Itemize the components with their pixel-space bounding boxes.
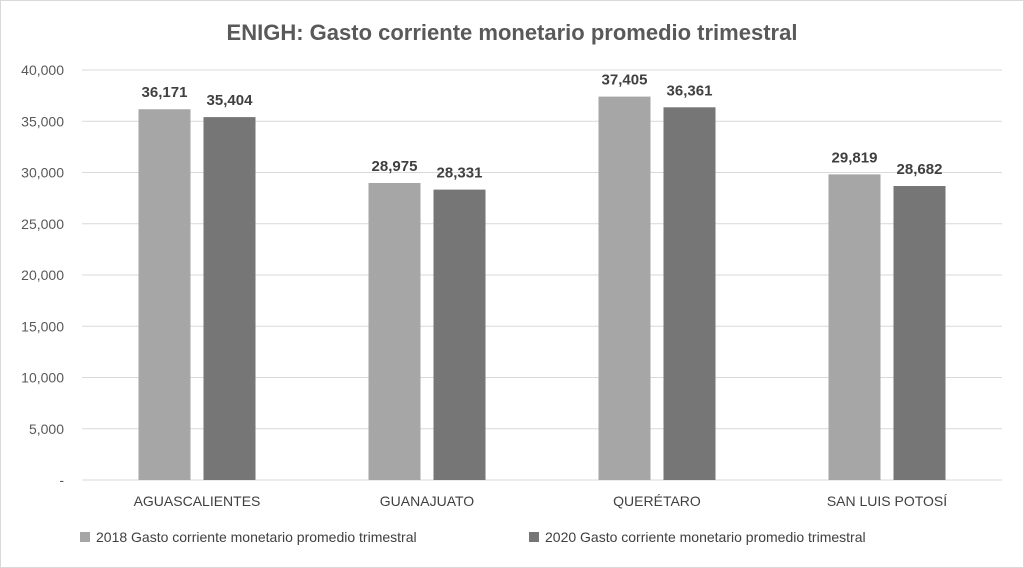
x-axis-categories: AGUASCALIENTES GUANAJUATO QUERÉTARO SAN LUI…: [134, 493, 948, 509]
bar: [893, 186, 946, 480]
y-tick-label: 15,000: [21, 318, 64, 334]
y-tick-label: -: [59, 472, 64, 488]
legend-label: 2018 Gasto corriente monetario promedio …: [96, 529, 417, 545]
data-label: 36,171: [142, 84, 188, 101]
legend: 2018 Gasto corriente monetario promedio …: [80, 529, 866, 545]
legend-label: 2020 Gasto corriente monetario promedio …: [545, 529, 866, 545]
y-tick-label: 30,000: [21, 165, 64, 181]
bar: [598, 96, 651, 480]
data-labels: 36,171 35,404 28,975 28,331 37,405 36,361 29,8…: [142, 72, 943, 182]
bar: [368, 183, 421, 480]
x-tick-label: QUERÉTARO: [613, 493, 701, 509]
bar: [828, 174, 881, 480]
y-tick-label: 10,000: [21, 370, 64, 386]
data-label: 28,331: [437, 165, 483, 182]
x-tick-label: GUANAJUATO: [380, 493, 474, 509]
data-label: 29,819: [832, 149, 878, 166]
y-tick-label: 25,000: [21, 216, 64, 232]
bar: [433, 189, 486, 481]
y-tick-label: 40,000: [21, 62, 64, 78]
x-tick-label: AGUASCALIENTES: [134, 493, 261, 509]
bar: [203, 117, 256, 480]
bar: [663, 107, 716, 481]
y-axis-ticks: - 5,000 10,000 15,000 20,000 25,000 30,000 35,0…: [21, 62, 64, 488]
bars: [138, 96, 946, 481]
y-tick-label: 20,000: [21, 267, 64, 283]
legend-swatch: [529, 532, 539, 542]
data-label: 28,975: [372, 158, 418, 175]
data-label: 37,405: [602, 72, 648, 89]
legend-swatch: [80, 532, 90, 542]
data-label: 28,682: [897, 161, 943, 178]
y-tick-label: 35,000: [21, 113, 64, 129]
bar: [138, 109, 191, 480]
data-label: 36,361: [667, 82, 713, 99]
y-tick-label: 5,000: [29, 421, 64, 437]
data-label: 35,404: [207, 92, 254, 109]
x-tick-label: SAN LUIS POTOSÍ: [827, 493, 947, 509]
chart-title: ENIGH: Gasto corriente monetario promedi…: [227, 20, 798, 45]
